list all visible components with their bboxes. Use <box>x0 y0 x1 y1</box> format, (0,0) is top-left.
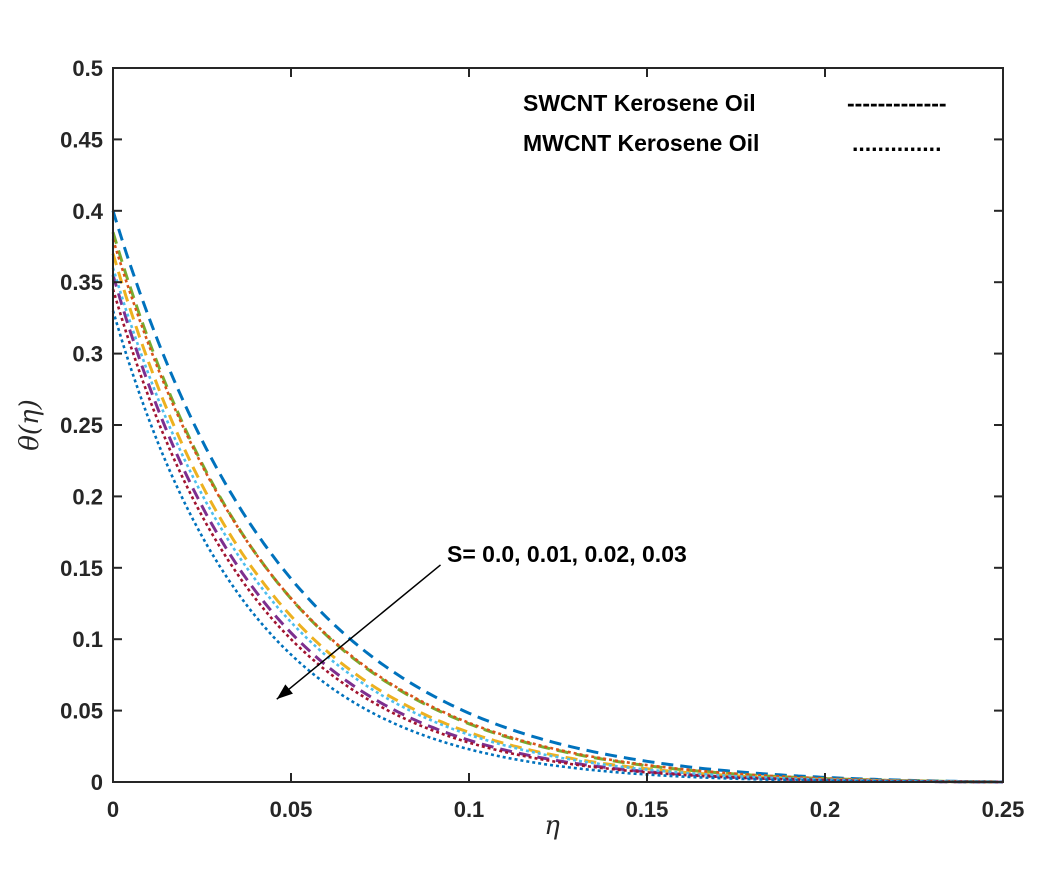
y-tick-label-8: 0.4 <box>72 199 103 224</box>
series-line-8 <box>111 310 1003 784</box>
y-tick-label-1: 0.05 <box>60 699 103 724</box>
legend-entry-mwcnt-sample: .............. <box>852 130 941 156</box>
x-tick-label-4: 0.2 <box>810 797 841 822</box>
series-line-4 <box>111 274 1003 784</box>
y-tick-label-0: 0 <box>91 770 103 795</box>
annotation-text: S= 0.0, 0.01, 0.02, 0.03 <box>447 541 687 567</box>
series-line-7 <box>111 288 1003 784</box>
y-tick-label-5: 0.25 <box>60 413 103 438</box>
x-tick-label-2: 0.1 <box>454 797 485 822</box>
series-line-6 <box>111 267 1003 784</box>
series-line-5 <box>111 239 1003 784</box>
series-line-3 <box>111 253 1003 784</box>
x-tick-label-0: 0 <box>107 797 119 822</box>
annotation: S= 0.0, 0.01, 0.02, 0.03 <box>276 541 687 700</box>
plot-frame <box>112 67 1004 783</box>
y-tick-label-9: 0.45 <box>60 127 103 152</box>
y-tick-label-2: 0.1 <box>72 627 103 652</box>
legend: SWCNT Kerosene Oil ------------- MWCNT K… <box>523 90 947 156</box>
series-line-1 <box>111 210 1004 784</box>
annotation-arrow <box>276 564 441 700</box>
y-tick-label-6: 0.3 <box>72 342 103 367</box>
x-tick-label-5: 0.25 <box>982 797 1025 822</box>
y-axis-label: θ(η) <box>15 399 45 451</box>
y-tick-label-4: 0.2 <box>72 484 103 509</box>
series-line-2 <box>111 231 1003 784</box>
legend-entry-mwcnt-label: MWCNT Kerosene Oil <box>523 130 759 156</box>
ticks-layer: 0 0.05 0.1 0.15 0.2 0.25 0 0.05 0.1 0.15 0.2 0.25 0.… <box>60 56 1024 822</box>
y-tick-label-3: 0.15 <box>60 556 103 581</box>
y-tick-label-10: 0.5 <box>72 56 103 81</box>
x-tick-label-1: 0.05 <box>270 797 313 822</box>
legend-entry-swcnt-label: SWCNT Kerosene Oil <box>523 90 756 116</box>
x-axis-label: η <box>544 811 560 841</box>
x-tick-label-3: 0.15 <box>626 797 669 822</box>
legend-entry-swcnt-sample: ------------- <box>847 90 947 116</box>
annotation-arrowhead <box>276 684 293 700</box>
y-tick-label-7: 0.35 <box>60 270 103 295</box>
series-layer <box>111 210 1004 784</box>
